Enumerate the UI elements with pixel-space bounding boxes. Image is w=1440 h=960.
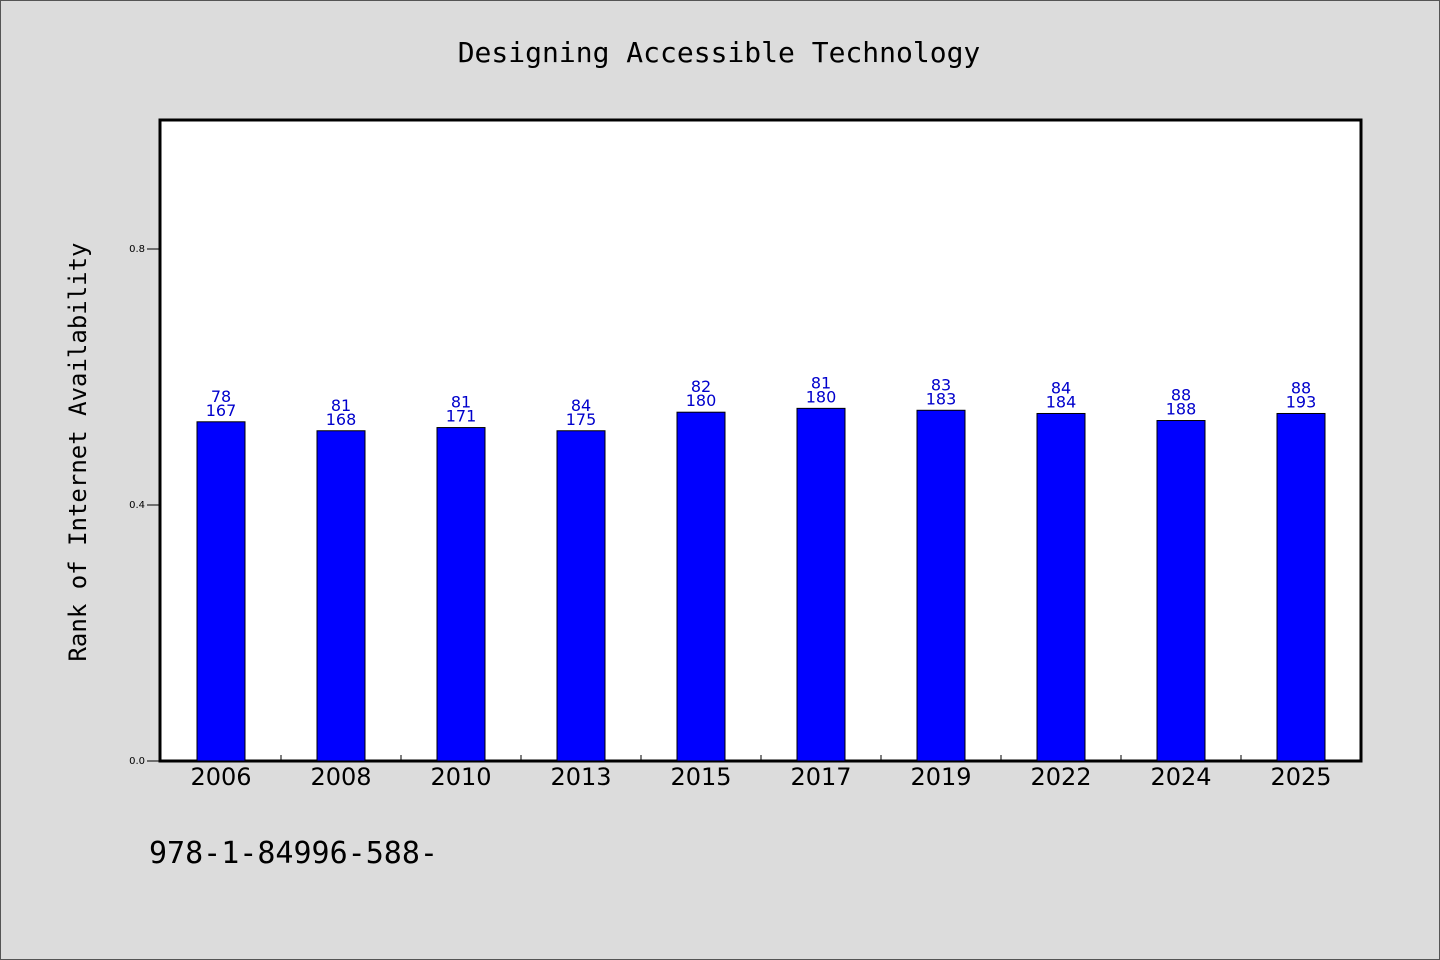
x-tick-label-2024: 2024 (1150, 763, 1211, 791)
bar-2006 (196, 421, 246, 762)
bar-2019 (916, 409, 966, 762)
data-label-top-2024: 88 (1171, 386, 1191, 405)
bar-2025 (1276, 412, 1326, 762)
x-tick-label-2010: 2010 (430, 763, 491, 791)
data-label-bottom-2022: 184 (1046, 392, 1077, 411)
y-tick-label: 0.8 (129, 244, 145, 255)
data-label-top-2015: 82 (691, 377, 711, 396)
data-label-bottom-2024: 188 (1166, 400, 1197, 419)
bar-2008 (316, 430, 366, 762)
bar-2010 (436, 427, 486, 762)
y-axis-label: Rank of Internet Availability (64, 242, 92, 661)
data-label-bottom-2008: 168 (326, 410, 357, 429)
x-tick-label-2025: 2025 (1270, 763, 1331, 791)
data-label-top-2008: 81 (331, 396, 351, 415)
bars (196, 407, 1326, 762)
data-label-bottom-2006: 167 (206, 401, 237, 420)
data-label-bottom-2017: 180 (806, 387, 837, 406)
data-label-bottom-2025: 193 (1286, 392, 1317, 411)
chart-title: Designing Accessible Technology (458, 36, 981, 69)
x-tick-label-2015: 2015 (670, 763, 731, 791)
footer-text: 978-1-84996-588- (149, 836, 438, 871)
y-tick-label: 0.0 (129, 756, 145, 767)
data-label-top-2025: 88 (1291, 378, 1311, 397)
data-label-top-2017: 81 (811, 373, 831, 392)
data-label-bottom-2013: 175 (566, 410, 597, 429)
x-tick-label-2008: 2008 (310, 763, 371, 791)
x-tick-label-2022: 2022 (1030, 763, 1091, 791)
bar-2015 (676, 411, 726, 762)
data-label-bottom-2015: 180 (686, 391, 717, 410)
data-label-top-2022: 84 (1051, 378, 1071, 397)
y-axis-ticks: 0.0 0.4 0.8 (129, 244, 161, 767)
bar-2022 (1036, 412, 1086, 762)
bar-2024 (1156, 420, 1206, 762)
data-label-top-2010: 81 (451, 393, 471, 412)
bar-2013 (556, 430, 606, 762)
bar-2017 (796, 407, 846, 762)
x-tick-label-2013: 2013 (550, 763, 611, 791)
x-tick-label-2019: 2019 (910, 763, 971, 791)
x-tick-label-2006: 2006 (190, 763, 251, 791)
data-label-top-2006: 78 (211, 387, 231, 406)
data-label-top-2019: 83 (931, 375, 951, 394)
data-label-bottom-2010: 171 (446, 407, 477, 426)
data-label-top-2013: 84 (571, 396, 591, 415)
x-axis-ticks: 2006 2008 2010 2013 2015 2017 2019 2022 2024 2025 (190, 755, 1332, 791)
x-tick-label-2017: 2017 (790, 763, 851, 791)
y-tick-label: 0.4 (129, 500, 145, 511)
data-label-bottom-2019: 183 (926, 389, 957, 408)
